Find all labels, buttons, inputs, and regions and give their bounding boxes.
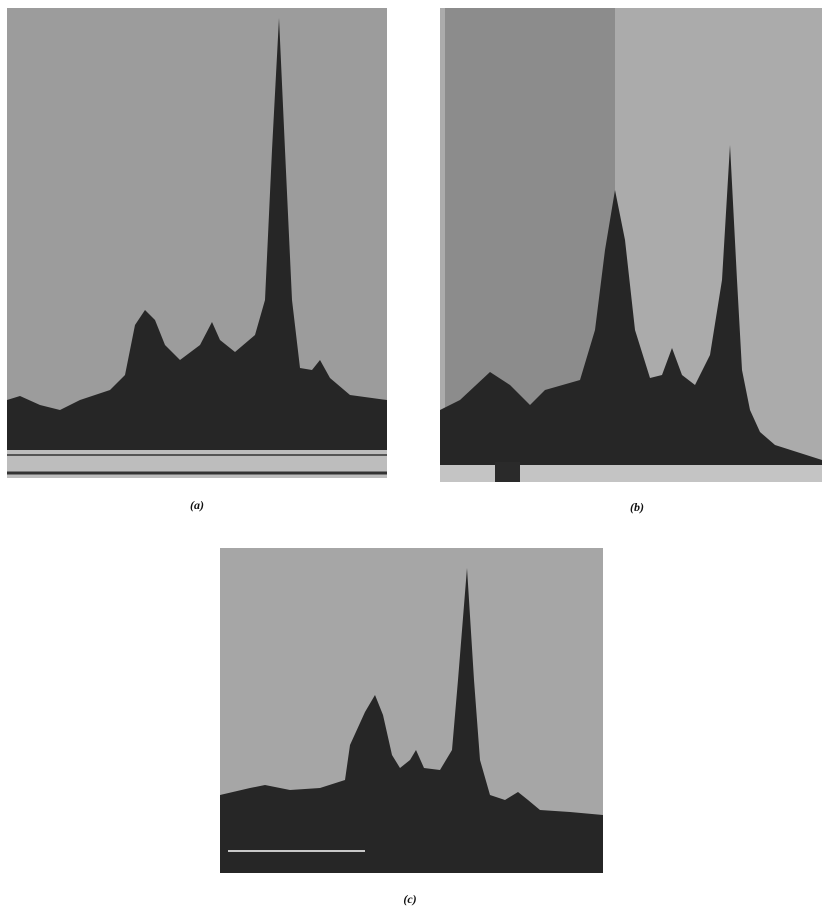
spectrum-silhouette <box>7 18 387 450</box>
spectrum-silhouette <box>220 568 603 873</box>
panel-label: (b) <box>630 500 644 514</box>
panel-b: (b) <box>440 8 822 514</box>
strip-block <box>495 462 520 482</box>
baseline-strip <box>440 465 822 482</box>
panel-label: (c) <box>403 892 416 906</box>
panel-a: (a) <box>7 8 387 512</box>
panel-c: (c) <box>220 548 603 906</box>
spectrum-silhouette <box>440 145 822 465</box>
panel-label: (a) <box>190 498 204 512</box>
dark-band <box>445 8 615 408</box>
